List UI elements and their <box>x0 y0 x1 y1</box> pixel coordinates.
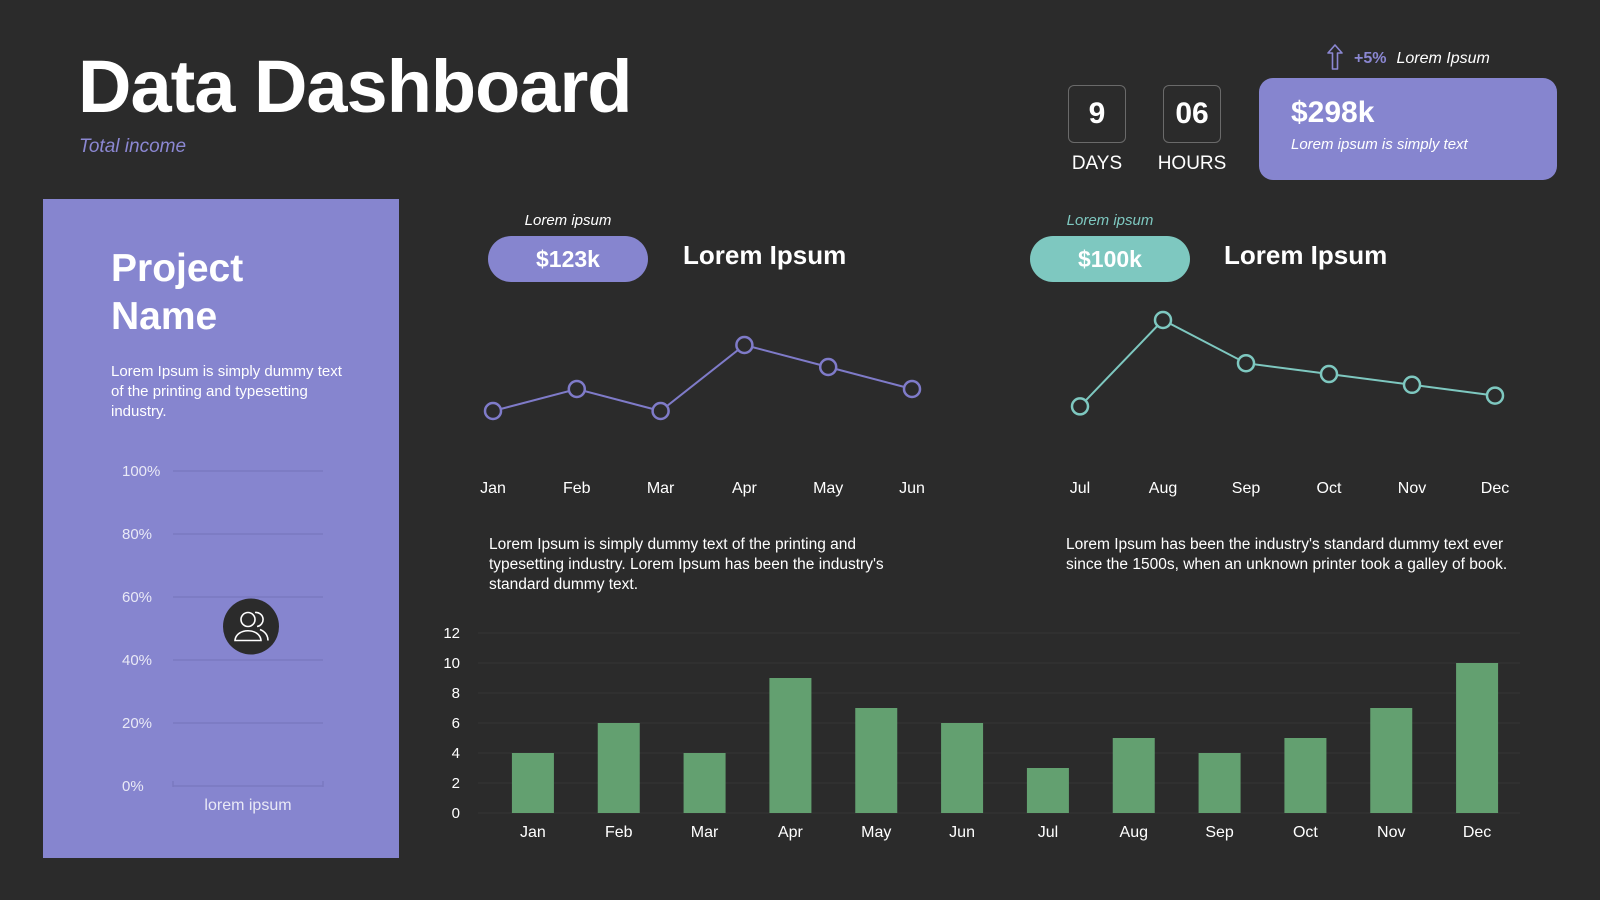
x-tick-label: Jun <box>899 480 925 497</box>
data-point <box>902 379 922 399</box>
kpi-right-caption: Lorem ipsum <box>1066 212 1154 229</box>
kpi-right-paragraph: Lorem Ipsum has been the industry's stan… <box>1066 536 1508 573</box>
x-tick-label: Aug <box>1149 480 1177 497</box>
days-label: DAYS <box>1071 153 1123 174</box>
x-tick-label: Feb <box>605 824 633 841</box>
bar <box>511 753 554 813</box>
bar <box>941 723 984 813</box>
y-tick-label: 10 <box>443 655 460 672</box>
series-line <box>1079 318 1496 408</box>
x-tick-label: Jan <box>480 480 506 497</box>
bar <box>1026 768 1069 813</box>
data-point <box>1236 353 1256 373</box>
x-tick-label: Dec <box>1463 824 1491 841</box>
x-tick-label: Apr <box>778 824 804 841</box>
y-tick-label: 80% <box>122 526 152 543</box>
income-card: $298k Lorem ipsum is simply text <box>1259 78 1557 180</box>
y-tick-label: 60% <box>122 589 152 606</box>
bar <box>1198 753 1241 813</box>
line-chart-second-half: Jul Aug Sep Oct Nov Dec <box>1070 310 1509 497</box>
y-tick-label: 2 <box>452 775 460 792</box>
monthly-bar-chart: 0 2 4 6 8 10 12 Jan Feb Mar Apr May Jun Jul Aug Sep Oct N… <box>443 625 1520 841</box>
x-category-label: lorem ipsum <box>204 797 291 814</box>
page-title: Data Dashboard <box>78 45 632 128</box>
y-tick-label: 12 <box>443 625 460 642</box>
y-tick-label: 40% <box>122 652 152 669</box>
y-tick-label: 100% <box>122 463 160 480</box>
kpi-left-paragraph: Lorem Ipsum is simply dummy text of the … <box>489 536 884 593</box>
kpi-left-value: $123k <box>488 236 648 282</box>
y-tick-label: 4 <box>452 745 460 762</box>
y-tick-label: 0 <box>452 805 460 822</box>
x-tick-label: Apr <box>732 480 758 497</box>
x-tick-label: Oct <box>1317 480 1342 497</box>
x-tick-label: Oct <box>1293 824 1318 841</box>
x-tick-label: Feb <box>563 480 591 497</box>
bar <box>855 708 898 813</box>
data-point <box>483 401 503 421</box>
series-line <box>492 343 913 413</box>
bar <box>769 678 812 813</box>
x-tick-label: Nov <box>1398 480 1426 497</box>
hours-counter: 06 <box>1163 85 1221 143</box>
x-tick-label: Nov <box>1377 824 1405 841</box>
trend-indicator: +5% Lorem Ipsum <box>1326 43 1490 75</box>
data-point <box>1402 375 1422 395</box>
kpi-left-caption: Lorem ipsum <box>524 212 612 229</box>
y-tick-label: 8 <box>452 685 460 702</box>
kpi-right-heading: Lorem Ipsum <box>1224 240 1388 270</box>
data-point <box>735 335 754 355</box>
icon-second-user <box>254 611 269 641</box>
kpi-right-value: $100k <box>1030 236 1190 282</box>
data-point <box>1070 397 1090 416</box>
y-tick-label: 0% <box>122 778 144 795</box>
x-tick-label: May <box>861 824 891 841</box>
bar <box>597 723 640 813</box>
income-description: Lorem ipsum is simply text <box>1291 136 1468 153</box>
x-tick-label: Mar <box>691 824 719 841</box>
kpi-left-heading: Lorem Ipsum <box>683 240 847 270</box>
project-panel: Project Name Lorem Ipsum is simply dummy… <box>43 199 399 858</box>
x-tick-label: May <box>813 480 843 497</box>
arrow-up-icon <box>1326 43 1344 75</box>
page-subtitle: Total income <box>79 136 187 157</box>
line-chart-first-half: Jan Feb Mar Apr May Jun <box>480 335 925 497</box>
x-tick-label: Mar <box>647 480 675 497</box>
data-point <box>1485 386 1505 405</box>
income-value: $298k <box>1291 96 1375 129</box>
icon-head <box>240 611 256 628</box>
data-point <box>567 379 587 399</box>
bar <box>683 753 726 813</box>
x-tick-label: Jul <box>1070 480 1090 497</box>
x-tick-label: Jun <box>949 824 975 841</box>
bar <box>1284 738 1327 813</box>
bar <box>1456 663 1499 813</box>
hours-label: HOURS <box>1157 153 1227 174</box>
project-description: Lorem Ipsum is simply dummy text of the … <box>111 363 342 420</box>
data-point <box>651 401 670 421</box>
icon-body <box>234 629 262 642</box>
y-tick-label: 6 <box>452 715 460 732</box>
project-name: Project Name <box>111 247 244 338</box>
trend-label: Lorem Ipsum <box>1396 50 1490 67</box>
x-tick-label: Aug <box>1120 824 1148 841</box>
x-tick-label: Sep <box>1232 480 1261 497</box>
users-icon <box>223 598 279 655</box>
bar <box>1370 708 1413 813</box>
project-progress-chart: 0% 20% 40% 60% 80% 100% lorem ipsum <box>122 463 324 814</box>
x-tick-label: Jul <box>1038 824 1058 841</box>
x-tick-label: Sep <box>1205 824 1234 841</box>
y-tick-label: 20% <box>122 715 152 732</box>
bar <box>1112 738 1155 813</box>
days-counter: 9 <box>1068 85 1126 143</box>
data-point <box>1153 310 1173 330</box>
x-tick-label: Dec <box>1481 480 1509 497</box>
data-point <box>1319 364 1339 384</box>
trend-value: +5% <box>1354 50 1387 67</box>
data-point <box>818 357 838 377</box>
x-tick-label: Jan <box>520 824 546 841</box>
